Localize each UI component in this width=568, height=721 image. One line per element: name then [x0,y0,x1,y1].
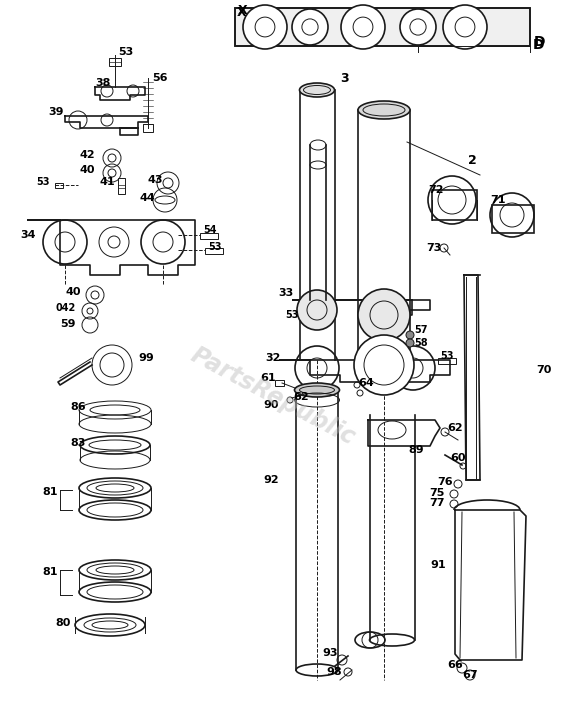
Bar [438,358,456,364]
Text: 73: 73 [426,243,441,253]
Text: 53: 53 [36,177,49,187]
Text: 64: 64 [358,378,374,388]
Text: 91: 91 [430,560,446,570]
Text: 53: 53 [118,47,133,57]
Text: 81: 81 [42,567,57,577]
Text: 40: 40 [65,287,81,297]
Bar [118,178,125,194]
Text: D: D [534,35,545,49]
Text: 98: 98 [326,667,341,677]
Bar [109,58,121,66]
Text: 42: 42 [80,150,95,160]
Text: 042: 042 [55,303,75,313]
Circle shape [292,9,328,45]
Text: 67: 67 [462,670,478,680]
Text: 66: 66 [447,660,463,670]
Bar [55,183,63,188]
Text: 54: 54 [203,225,216,235]
Ellipse shape [358,101,410,119]
Text: 57: 57 [414,325,428,335]
Text: X: X [237,6,247,19]
Bar [200,233,218,239]
Text: 72: 72 [428,185,444,195]
Ellipse shape [299,83,335,97]
Circle shape [358,289,410,341]
Text: 58: 58 [414,338,428,348]
Text: 38: 38 [95,78,110,88]
Text: PartsRepublic: PartsRepublic [186,343,359,450]
Text: 93: 93 [322,648,337,658]
Text: 53: 53 [440,351,453,361]
Circle shape [341,5,385,49]
Circle shape [297,290,337,330]
Bar [432,190,477,220]
Text: 60: 60 [450,453,466,463]
Text: 81: 81 [42,487,57,497]
Text: 77: 77 [429,498,445,508]
Text: 43: 43 [148,175,164,185]
Text: 86: 86 [70,402,86,412]
Text: 41: 41 [100,177,116,187]
Text: 76: 76 [437,477,453,487]
Text: 83: 83 [70,438,85,448]
Text: 2: 2 [468,154,477,167]
Bar [492,205,534,233]
Circle shape [443,5,487,49]
Text: D: D [533,38,545,52]
Text: 56: 56 [152,73,168,83]
Text: 90: 90 [263,400,278,410]
Circle shape [243,5,287,49]
Text: 53: 53 [208,242,222,252]
Ellipse shape [294,383,340,397]
Text: X: X [238,4,248,17]
Bar [275,380,284,386]
Text: 75: 75 [429,488,444,498]
Text: 59: 59 [60,319,76,329]
Bar [205,248,223,254]
Text: 34: 34 [20,230,35,240]
Text: 44: 44 [140,193,156,203]
Bar [235,8,530,46]
Text: 80: 80 [55,618,70,628]
Text: 89: 89 [408,445,424,455]
Text: 62: 62 [293,392,308,402]
Bar [235,8,530,46]
Circle shape [354,335,414,395]
Text: 62: 62 [447,423,462,433]
Circle shape [406,331,414,339]
Text: 71: 71 [490,195,506,205]
Circle shape [406,339,414,347]
Text: 70: 70 [536,365,552,375]
Text: 33: 33 [278,288,293,298]
Text: 40: 40 [80,165,95,175]
Text: 61: 61 [260,373,275,383]
Text: 99: 99 [138,353,154,363]
Circle shape [400,9,436,45]
Text: 53: 53 [285,310,299,320]
Text: 92: 92 [263,475,279,485]
Bar [143,124,153,132]
Text: 39: 39 [48,107,64,117]
Text: 3: 3 [340,71,349,84]
Text: 32: 32 [265,353,281,363]
